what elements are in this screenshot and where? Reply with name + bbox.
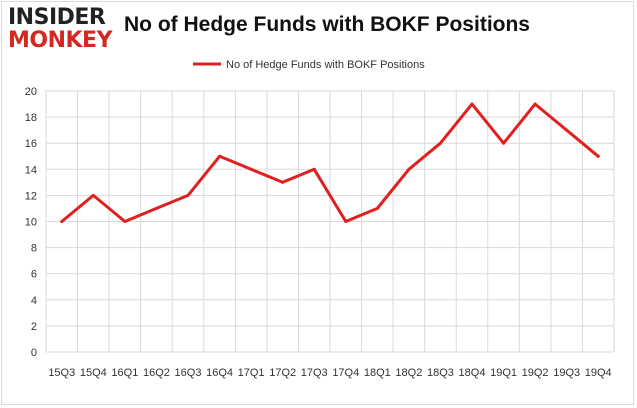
data-point — [565, 128, 569, 132]
y-tick-label: 18 — [25, 112, 37, 124]
data-point — [470, 102, 474, 106]
x-tick-label: 15Q3 — [48, 367, 75, 379]
data-point — [154, 206, 158, 210]
x-tick-label: 17Q4 — [332, 367, 359, 379]
x-tick-label: 15Q4 — [80, 367, 107, 379]
x-tick-label: 16Q2 — [143, 367, 170, 379]
data-point — [502, 141, 506, 145]
x-tick-label: 19Q3 — [553, 367, 580, 379]
legend-label: No of Hedge Funds with BOKF Positions — [226, 59, 425, 71]
data-point — [312, 167, 316, 171]
x-tick-label: 17Q1 — [238, 367, 265, 379]
y-tick-label: 16 — [25, 138, 37, 150]
logo-line-1: INSIDER — [8, 5, 106, 30]
x-tick-label: 18Q1 — [364, 367, 391, 379]
x-tick-label: 19Q2 — [522, 367, 549, 379]
data-point — [438, 141, 442, 145]
data-point — [596, 154, 600, 158]
data-point — [407, 167, 411, 171]
x-tick-label: 19Q4 — [585, 367, 612, 379]
data-point — [91, 193, 95, 197]
y-tick-label: 10 — [25, 217, 37, 229]
data-point — [281, 180, 285, 184]
series-line — [60, 102, 600, 223]
y-tick-label: 6 — [31, 269, 37, 281]
x-tick-label: 16Q3 — [175, 367, 202, 379]
data-point — [344, 220, 348, 223]
x-tick-label: 16Q1 — [111, 367, 138, 379]
x-tick-label: 18Q4 — [459, 367, 486, 379]
y-tick-label: 2 — [31, 321, 37, 333]
logo-line-2: MONKEY — [8, 28, 113, 53]
y-tick-label: 14 — [25, 164, 37, 176]
chart-title: No of Hedge Funds with BOKF Positions — [124, 13, 530, 36]
data-point — [533, 102, 537, 106]
x-tick-label: 17Q2 — [269, 367, 296, 379]
x-tick-label: 16Q4 — [206, 367, 233, 379]
data-point — [249, 167, 253, 171]
x-tick-label: 17Q3 — [301, 367, 328, 379]
y-tick-label: 20 — [25, 86, 37, 98]
data-point — [218, 154, 222, 158]
data-point — [186, 193, 190, 197]
data-point — [123, 220, 127, 223]
y-tick-label: 12 — [25, 190, 37, 202]
x-tick-label: 19Q1 — [490, 367, 517, 379]
data-point — [375, 206, 379, 210]
x-tick-label: 18Q2 — [395, 367, 422, 379]
insider-monkey-logo: INSIDER MONKEY — [8, 6, 118, 54]
data-point — [60, 220, 64, 223]
y-tick-label: 8 — [31, 243, 37, 255]
x-tick-label: 18Q3 — [427, 367, 454, 379]
y-tick-label: 4 — [31, 295, 37, 307]
y-tick-label: 0 — [31, 347, 37, 359]
